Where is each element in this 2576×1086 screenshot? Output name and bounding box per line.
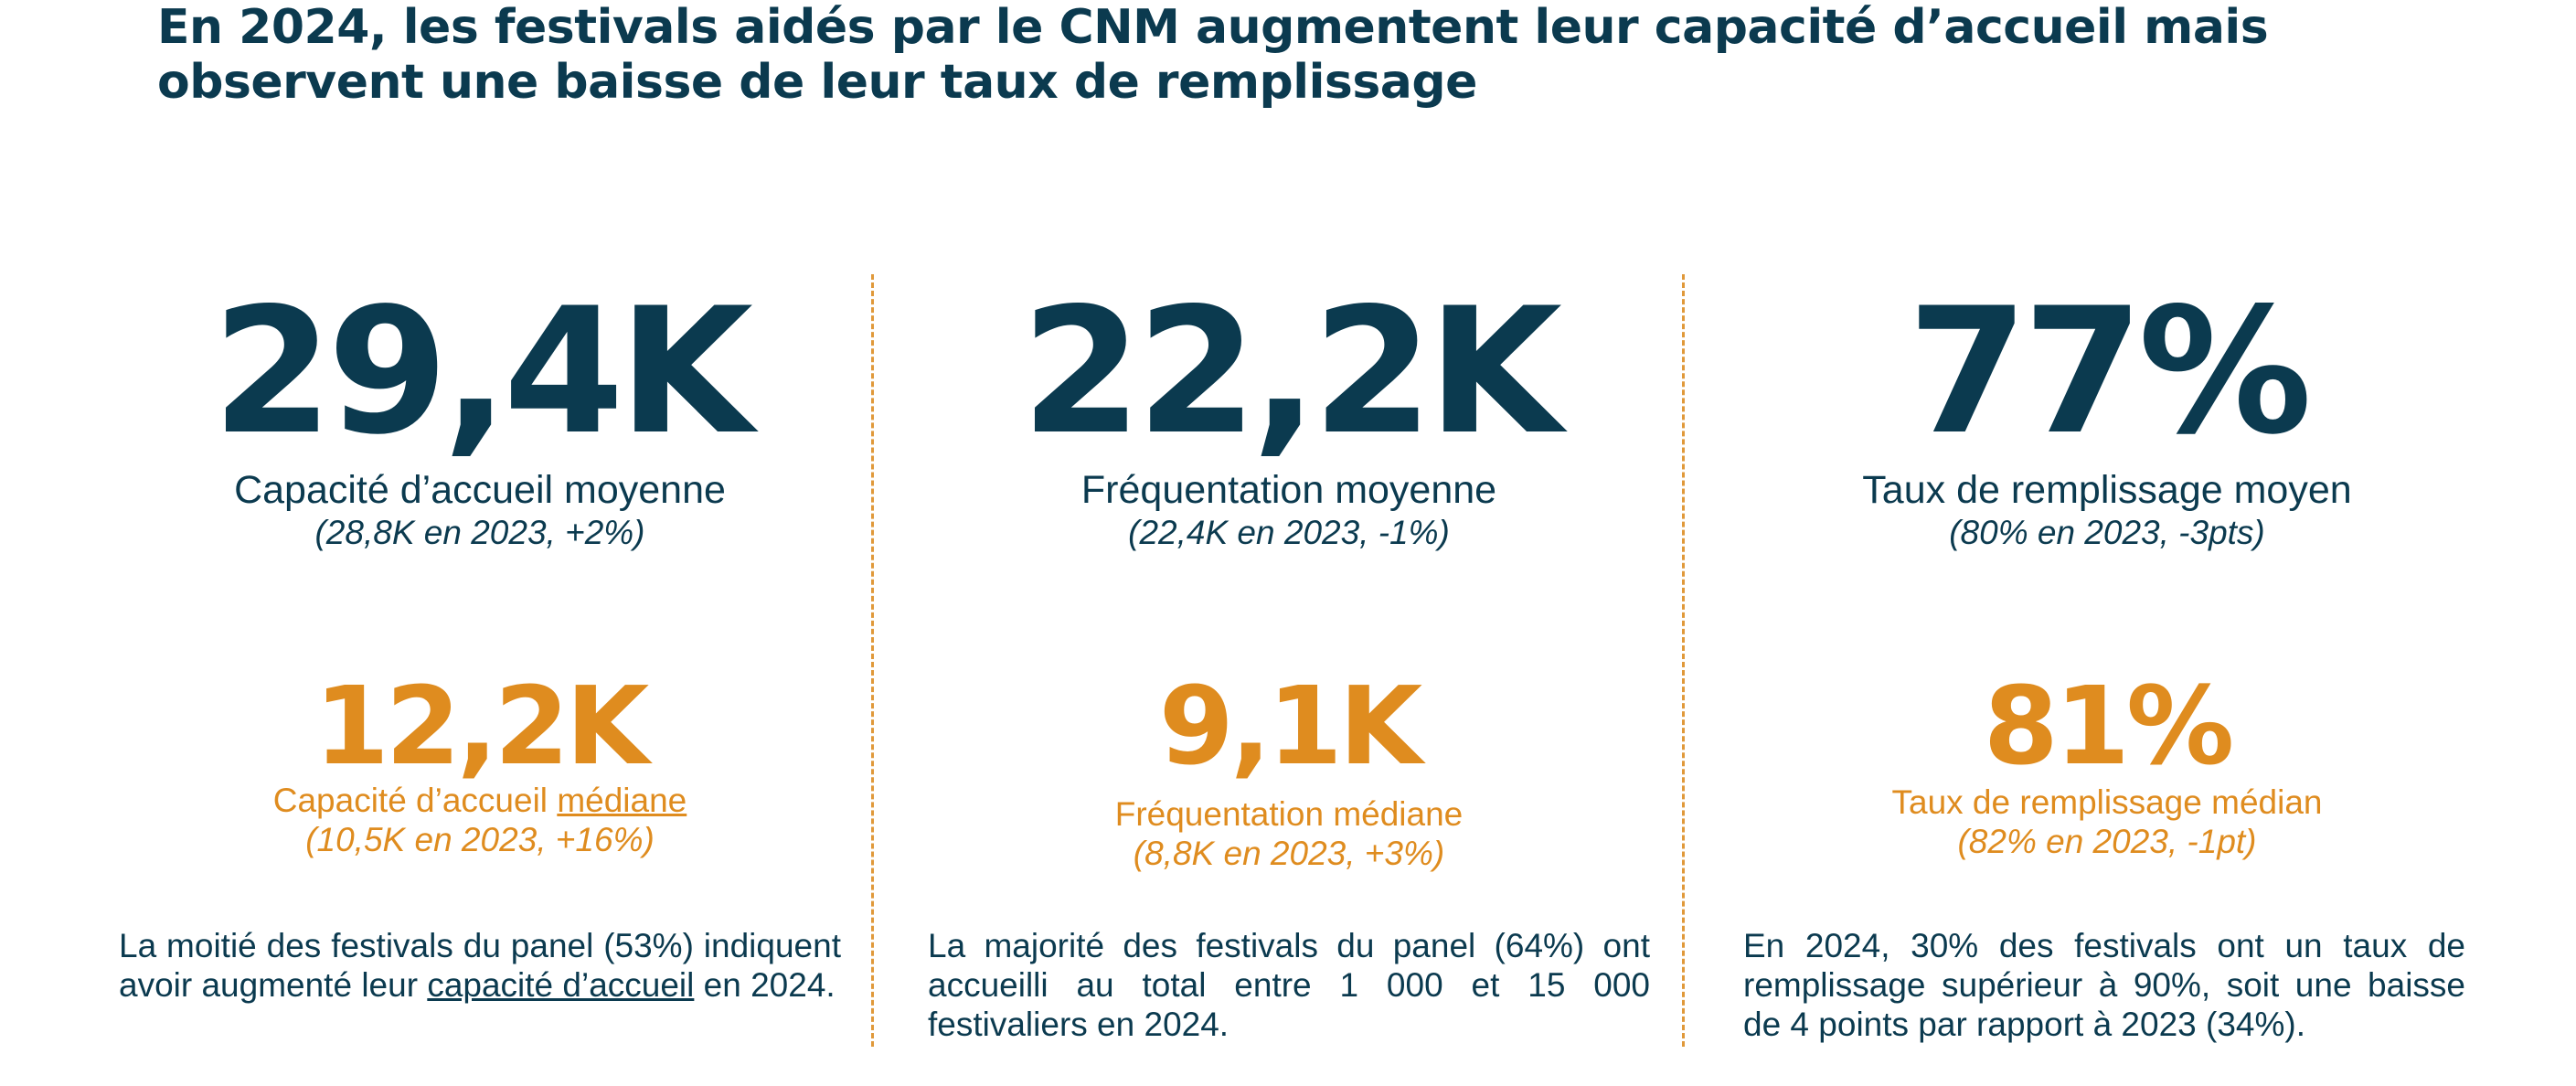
column-divider-2 [1682,274,1685,1047]
average-fill-rate-comparison: (80% en 2023, -3pts) [1949,514,2265,551]
attendance-note: La majorité des festivals du panel (64%)… [928,927,1650,1043]
capacity-link-text: capacité d’accueil [427,966,695,1004]
median-attendance-label: Fréquentation médiane [1114,795,1464,833]
average-fill-rate-value: 77% [1907,271,2313,473]
median-fill-rate-label: Taux de remplissage médian [1891,783,2323,821]
average-capacity-label: Capacité d’accueil moyenne [234,468,726,512]
median-capacity-label: Capacité d’accueil médiane [272,782,687,819]
average-fill-rate-label: Taux de remplissage moyen [1862,468,2352,512]
average-attendance-value: 22,2K [1020,271,1562,473]
median-attendance-value: 9,1K [1158,663,1422,789]
page-title: En 2024, les festivals aidés par le CNM … [157,0,2269,110]
median-capacity-value: 12,2K [314,663,650,789]
median-attendance-comparison: (8,8K en 2023, +3%) [1133,835,1445,872]
average-capacity-comparison: (28,8K en 2023, +2%) [314,514,645,551]
median-fill-rate-comparison: (82% en 2023, -1pt) [1957,823,2257,860]
median-emphasis: médiane [557,782,687,819]
fill-rate-column: 77% Taux de remplissage moyen (80% en 20… [1741,0,2473,1086]
capacity-note: La moitié des festivals du panel (53%) i… [119,927,841,1004]
average-attendance-label: Fréquentation moyenne [1080,468,1497,512]
fill-rate-note: En 2024, 30% des festivals ont un taux d… [1743,927,2465,1043]
median-capacity-comparison: (10,5K en 2023, +16%) [305,821,655,858]
capacity-column: 29,4K Capacité d’accueil moyenne (28,8K … [114,0,846,1086]
average-attendance-comparison: (22,4K en 2023, -1%) [1128,514,1450,551]
average-capacity-value: 29,4K [211,271,753,473]
attendance-column: 22,2K Fréquentation moyenne (22,4K en 20… [923,0,1655,1086]
column-divider-1 [871,274,874,1047]
median-fill-rate-value: 81% [1983,663,2234,789]
